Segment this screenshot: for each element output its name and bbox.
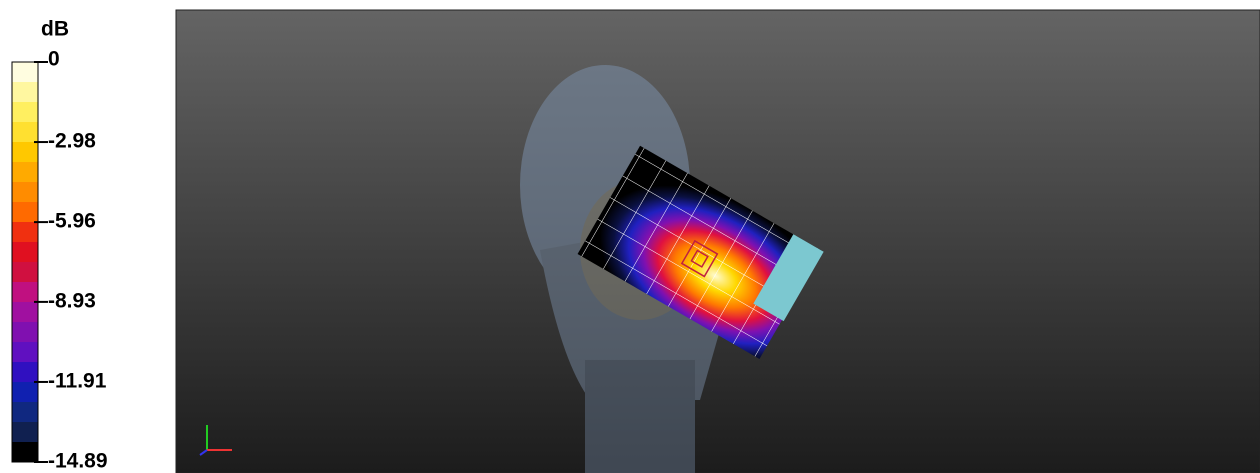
- tick-label: 0: [48, 48, 60, 71]
- color-swatch: [12, 182, 38, 203]
- color-swatch: [12, 162, 38, 183]
- color-swatch: [12, 342, 38, 363]
- color-swatch: [12, 102, 38, 123]
- sar-grid: [577, 145, 824, 360]
- color-swatch: [12, 362, 38, 383]
- color-swatch: [12, 322, 38, 343]
- tick-label: -11.91: [48, 369, 107, 392]
- color-swatch: [12, 202, 38, 223]
- color-swatch: [12, 442, 38, 463]
- color-swatch: [12, 122, 38, 143]
- color-swatch: [12, 222, 38, 243]
- tick-label: -2.98: [48, 130, 96, 153]
- color-swatch: [12, 242, 38, 263]
- tick-label: -5.96: [48, 210, 96, 233]
- color-swatch: [12, 382, 38, 403]
- axis-triad: [199, 425, 232, 456]
- color-swatch: [12, 282, 38, 303]
- unit-label: dB: [41, 18, 69, 41]
- color-swatch: [12, 82, 38, 103]
- tick-label: -14.89: [48, 450, 108, 473]
- color-swatch: [12, 262, 38, 283]
- colorbar-frame: [11, 61, 39, 463]
- color-swatch: [12, 422, 38, 443]
- color-swatch: [12, 62, 38, 83]
- color-swatch: [12, 302, 38, 323]
- tick-label: -8.93: [48, 289, 96, 312]
- color-swatch: [12, 142, 38, 163]
- color-swatch: [12, 402, 38, 423]
